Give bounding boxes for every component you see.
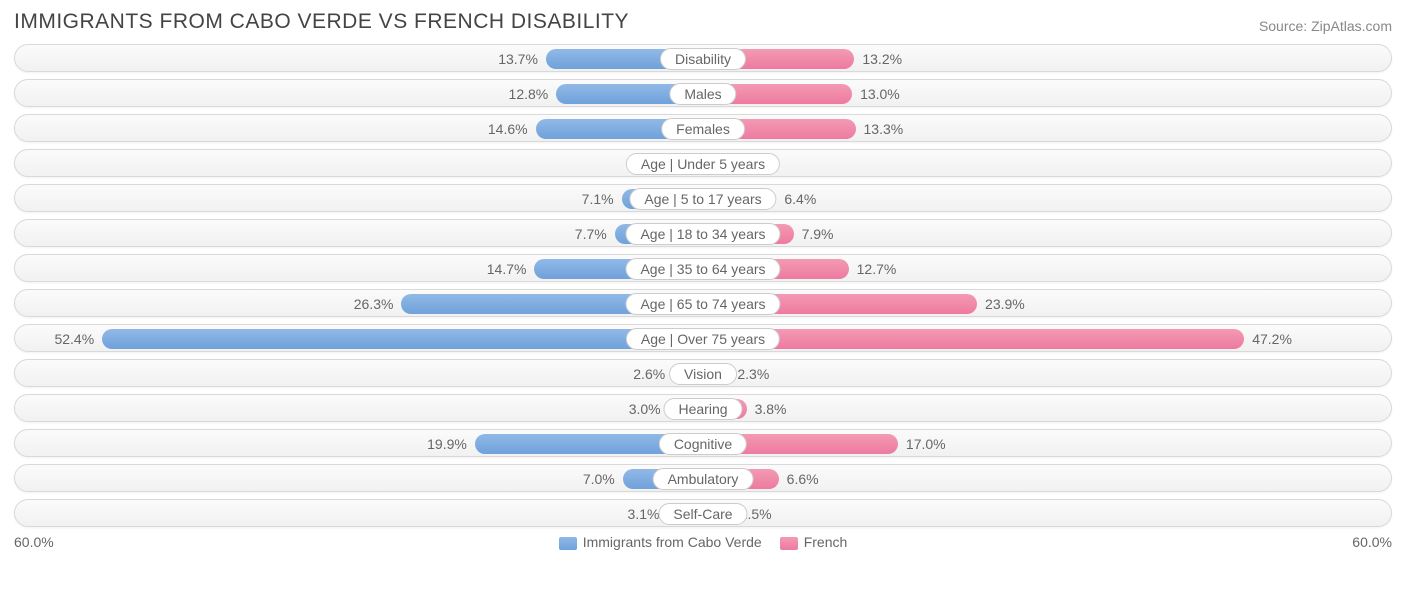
axis-max-right: 60.0% <box>1332 534 1392 550</box>
chart-row: 12.8% 13.0% Males <box>14 79 1392 107</box>
value-right: 12.7% <box>857 255 897 283</box>
value-left: 14.7% <box>487 255 527 283</box>
chart-row: 13.7% 13.2% Disability <box>14 44 1392 72</box>
row-left-half: 12.8% <box>15 80 703 106</box>
bar-left <box>102 329 703 349</box>
category-pill: Age | 5 to 17 years <box>629 188 776 210</box>
row-left-half: 13.7% <box>15 45 703 71</box>
chart-row: 26.3% 23.9% Age | 65 to 74 years <box>14 289 1392 317</box>
category-pill: Age | 18 to 34 years <box>625 223 780 245</box>
value-left: 2.6% <box>633 360 665 388</box>
category-pill: Age | 35 to 64 years <box>625 258 780 280</box>
row-left-half: 3.1% <box>15 500 703 526</box>
bar-right <box>703 329 1244 349</box>
value-right: 2.3% <box>737 360 769 388</box>
value-right: 23.9% <box>985 290 1025 318</box>
category-pill: Age | Over 75 years <box>626 328 780 350</box>
value-left: 3.0% <box>629 395 661 423</box>
value-left: 19.9% <box>427 430 467 458</box>
category-pill: Cognitive <box>659 433 747 455</box>
row-left-half: 14.7% <box>15 255 703 281</box>
row-left-half: 26.3% <box>15 290 703 316</box>
value-left: 7.1% <box>582 185 614 213</box>
chart-row: 14.7% 12.7% Age | 35 to 64 years <box>14 254 1392 282</box>
row-right-half: 23.9% <box>703 290 1391 316</box>
category-pill: Disability <box>660 48 746 70</box>
value-left: 3.1% <box>628 500 660 528</box>
row-right-half: 6.4% <box>703 185 1391 211</box>
chart-row: 52.4% 47.2% Age | Over 75 years <box>14 324 1392 352</box>
chart-title: IMMIGRANTS FROM CABO VERDE VS FRENCH DIS… <box>14 10 629 34</box>
value-left: 14.6% <box>488 115 528 143</box>
legend-swatch-right <box>780 537 798 550</box>
legend-item-left: Immigrants from Cabo Verde <box>559 534 762 550</box>
row-right-half: 6.6% <box>703 465 1391 491</box>
row-right-half: 3.8% <box>703 395 1391 421</box>
value-right: 17.0% <box>906 430 946 458</box>
row-right-half: 13.0% <box>703 80 1391 106</box>
category-pill: Males <box>669 83 736 105</box>
value-left: 26.3% <box>354 290 394 318</box>
category-pill: Females <box>661 118 745 140</box>
value-left: 52.4% <box>54 325 94 353</box>
legend-label-right: French <box>804 534 848 550</box>
chart-source: Source: ZipAtlas.com <box>1259 18 1392 34</box>
chart-legend: Immigrants from Cabo Verde French <box>74 534 1332 550</box>
chart-row: 19.9% 17.0% Cognitive <box>14 429 1392 457</box>
row-left-half: 1.7% <box>15 150 703 176</box>
value-right: 13.0% <box>860 80 900 108</box>
category-pill: Vision <box>669 363 737 385</box>
row-right-half: 2.3% <box>703 360 1391 386</box>
chart-row: 7.7% 7.9% Age | 18 to 34 years <box>14 219 1392 247</box>
row-left-half: 19.9% <box>15 430 703 456</box>
row-left-half: 7.7% <box>15 220 703 246</box>
row-right-half: 12.7% <box>703 255 1391 281</box>
value-right: 7.9% <box>802 220 834 248</box>
value-left: 7.0% <box>583 465 615 493</box>
axis-max-left: 60.0% <box>14 534 74 550</box>
chart-row: 1.7%1.7%Age | Under 5 years <box>14 149 1392 177</box>
chart-row: 2.6% 2.3%Vision <box>14 359 1392 387</box>
value-right: 6.6% <box>787 465 819 493</box>
chart-row: 14.6% 13.3% Females <box>14 114 1392 142</box>
chart-row: 3.0% 3.8% Hearing <box>14 394 1392 422</box>
row-right-half: 13.3% <box>703 115 1391 141</box>
row-right-half: 13.2% <box>703 45 1391 71</box>
row-left-half: 52.4% <box>15 325 703 351</box>
chart-row: 7.0% 6.6% Ambulatory <box>14 464 1392 492</box>
value-left: 12.8% <box>509 80 549 108</box>
value-right: 13.3% <box>864 115 904 143</box>
category-pill: Age | Under 5 years <box>626 153 780 175</box>
chart-footer: 60.0% Immigrants from Cabo Verde French … <box>14 534 1392 550</box>
row-right-half: 7.9% <box>703 220 1391 246</box>
row-right-half: 1.7% <box>703 150 1391 176</box>
category-pill: Age | 65 to 74 years <box>625 293 780 315</box>
row-left-half: 14.6% <box>15 115 703 141</box>
chart-row: 3.1% 2.5%Self-Care <box>14 499 1392 527</box>
row-left-half: 7.0% <box>15 465 703 491</box>
value-right: 13.2% <box>862 45 902 73</box>
legend-label-left: Immigrants from Cabo Verde <box>583 534 762 550</box>
row-left-half: 3.0% <box>15 395 703 421</box>
row-right-half: 17.0% <box>703 430 1391 456</box>
row-left-half: 7.1% <box>15 185 703 211</box>
value-right: 3.8% <box>755 395 787 423</box>
chart-header: IMMIGRANTS FROM CABO VERDE VS FRENCH DIS… <box>14 10 1392 34</box>
category-pill: Hearing <box>663 398 742 420</box>
legend-swatch-left <box>559 537 577 550</box>
row-right-half: 2.5% <box>703 500 1391 526</box>
chart-row: 7.1% 6.4% Age | 5 to 17 years <box>14 184 1392 212</box>
category-pill: Ambulatory <box>653 468 754 490</box>
legend-item-right: French <box>780 534 848 550</box>
row-right-half: 47.2% <box>703 325 1391 351</box>
diverging-bar-chart: 13.7% 13.2% Disability 12.8% 13.0% Males 14.6%… <box>14 44 1392 527</box>
value-left: 13.7% <box>498 45 538 73</box>
row-left-half: 2.6% <box>15 360 703 386</box>
value-left: 7.7% <box>575 220 607 248</box>
value-right: 47.2% <box>1252 325 1292 353</box>
value-right: 6.4% <box>784 185 816 213</box>
category-pill: Self-Care <box>658 503 747 525</box>
